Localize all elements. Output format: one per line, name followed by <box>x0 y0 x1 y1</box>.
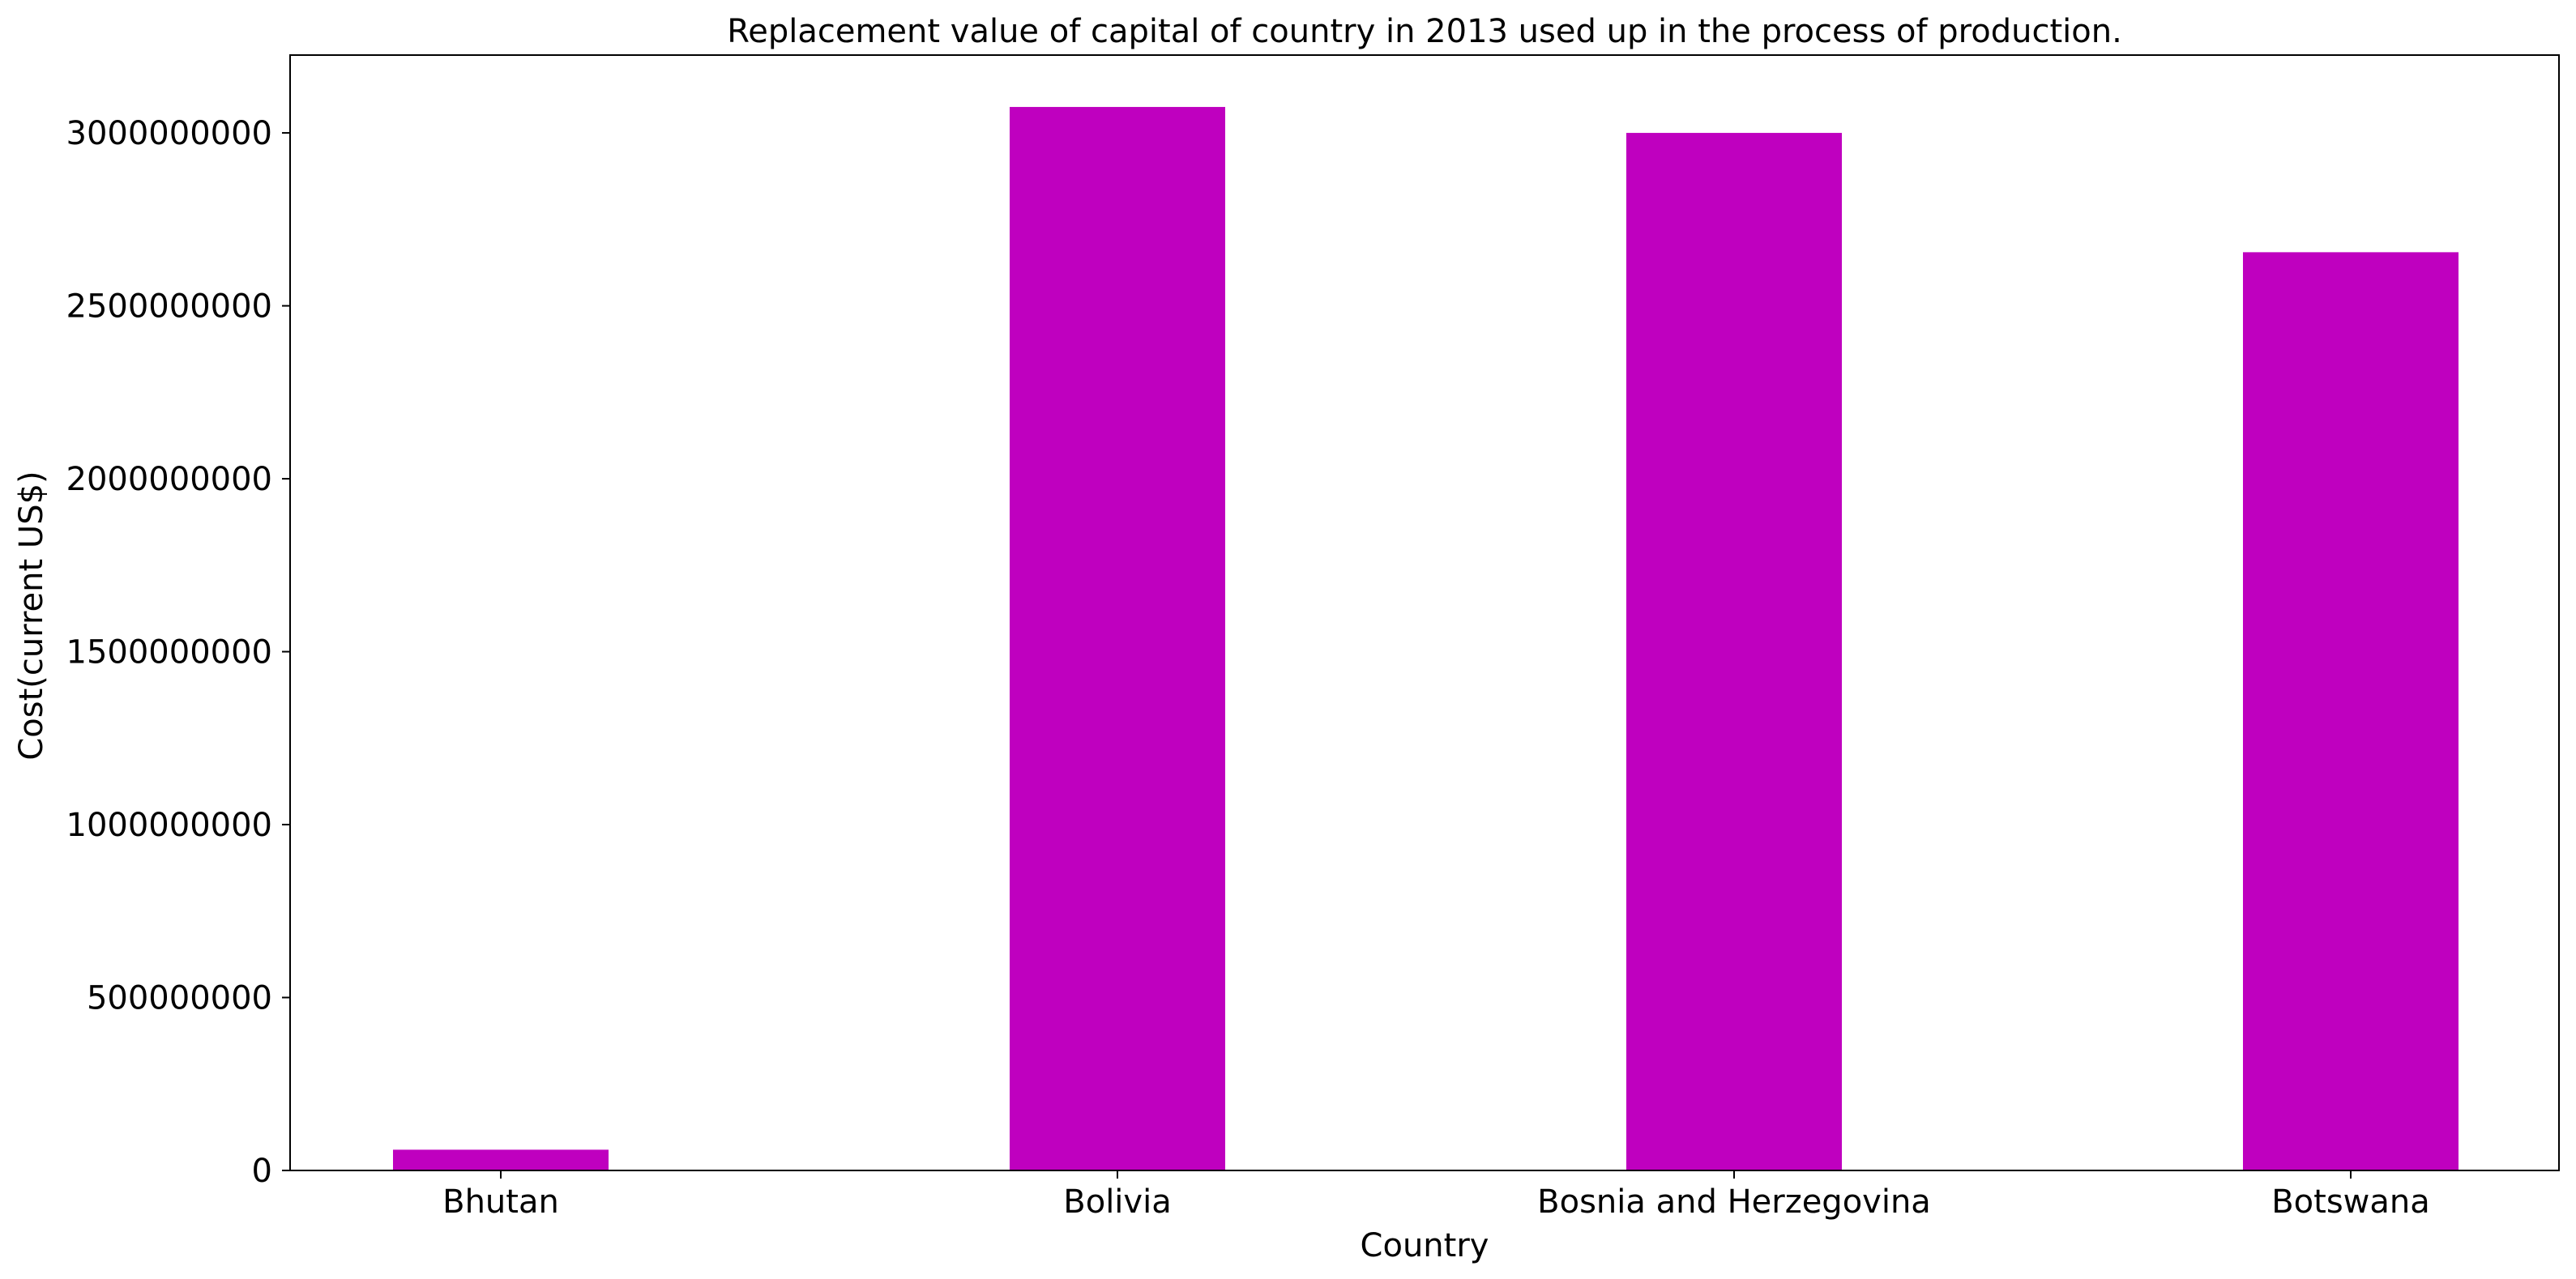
bar-botswana <box>2243 252 2459 1171</box>
plot-frame <box>289 54 2560 1171</box>
x-axis-label: Country <box>1361 1227 1489 1264</box>
y-tick-label: 2500000000 <box>66 288 273 326</box>
bar-bosnia-and-herzegovina <box>1626 133 1842 1170</box>
plot-area <box>393 107 2459 1171</box>
y-tick-label: 1000000000 <box>66 807 273 844</box>
y-tick-label: 2000000000 <box>66 461 273 498</box>
chart-title: Replacement value of capital of country … <box>727 13 2122 50</box>
y-tick-label: 500000000 <box>87 980 272 1017</box>
y-tick-label: 1500000000 <box>66 634 273 671</box>
bar-bhutan <box>393 1149 609 1170</box>
x-tick-label: Botswana <box>2271 1183 2430 1221</box>
bar-bolivia <box>1010 107 1225 1170</box>
x-axis: Bhutan Bolivia Bosnia and Herzegovina Botsw… <box>442 1170 2430 1221</box>
y-tick-label: 0 <box>252 1153 272 1190</box>
x-tick-label: Bosnia and Herzegovina <box>1537 1183 1931 1221</box>
x-tick-label: Bolivia <box>1063 1183 1171 1221</box>
y-axis: 0 500000000 1000000000 1500000000 2000000000… <box>66 115 290 1190</box>
x-tick-label: Bhutan <box>442 1183 559 1221</box>
y-axis-label: Cost(current US$) <box>13 471 50 760</box>
y-tick-label: 3000000000 <box>66 115 273 152</box>
